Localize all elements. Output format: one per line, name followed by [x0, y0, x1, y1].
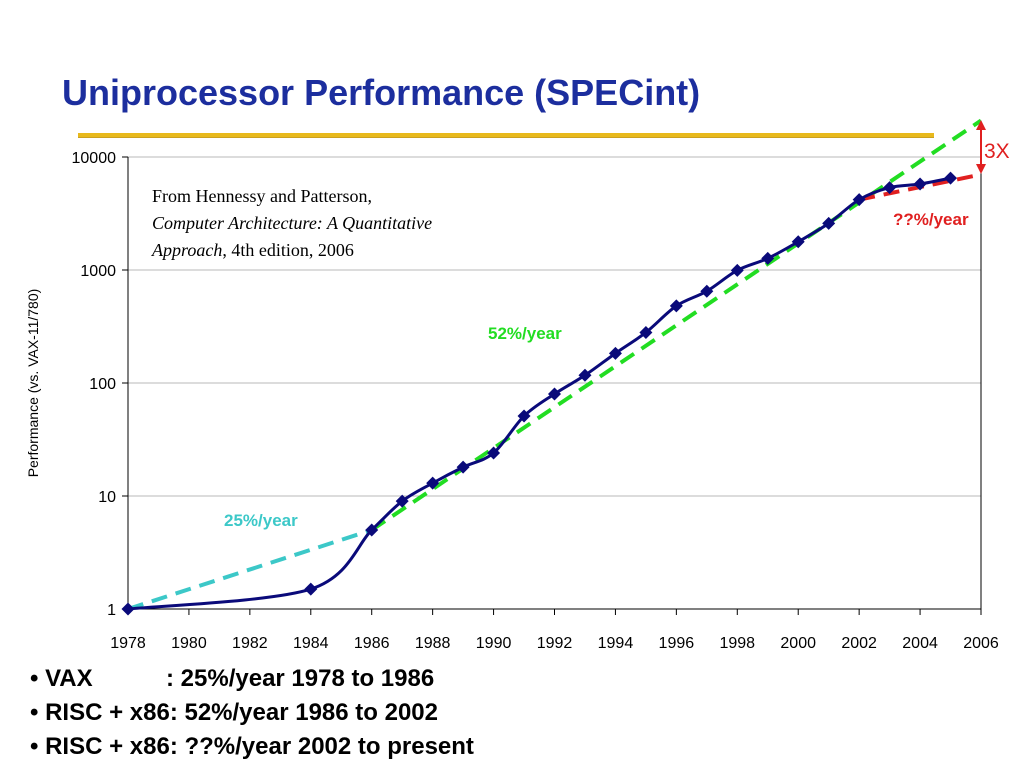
x-tick-label-1986: 1986	[354, 635, 390, 652]
vax-trend-line	[127, 528, 373, 611]
data-point-1995	[639, 325, 653, 339]
data-point-1992	[548, 387, 561, 401]
risc-trend-line	[370, 118, 983, 532]
risc-rate-label: 52%/year	[488, 324, 562, 343]
x-tick-label-2002: 2002	[841, 635, 877, 652]
source-note-line3: Approach, 4th edition, 2006	[151, 240, 354, 260]
bullet-risc-52-text: : 52%/year 1986 to 2002	[169, 699, 438, 726]
y-tick-label-1000: 1000	[80, 263, 116, 280]
y-tick-label-10000: 10000	[72, 150, 117, 167]
bullet-risc-52-label: RISC + x86	[45, 699, 170, 726]
data-point-1988	[426, 476, 440, 490]
x-tick-label-1988: 1988	[415, 635, 451, 652]
y-axis-label: Performance (vs. VAX-11/780)	[25, 289, 41, 478]
x-tick-label-1978: 1978	[110, 635, 146, 652]
title-divider	[78, 133, 934, 138]
x-tick-label-1996: 1996	[659, 635, 695, 652]
data-point-2000	[791, 235, 805, 249]
bullet-vax: • VAX : 25%/year 1978 to 1986	[30, 665, 435, 692]
slide-title: Uniprocessor Performance (SPECint)	[62, 72, 701, 113]
x-tick-label-1992: 1992	[537, 635, 573, 652]
vax-rate-label: 25%/year	[224, 511, 298, 530]
summary-bullets: • VAX : 25%/year 1978 to 1986 • RISC + x…	[30, 662, 474, 764]
x-tick-label-2000: 2000	[780, 635, 816, 652]
data-point-1998	[730, 263, 744, 277]
data-point-1984	[304, 582, 318, 596]
x-tick-label-1982: 1982	[232, 635, 268, 652]
gap-marker: 3X	[976, 120, 1010, 174]
y-tick-label-1: 1	[107, 602, 116, 619]
performance-series	[121, 171, 958, 616]
data-point-1978	[121, 602, 135, 616]
data-point-1991	[517, 409, 531, 423]
source-note-line2: Computer Architecture: A Quantitative	[152, 213, 432, 233]
chart-axes	[122, 156, 982, 615]
gap-arrow-up-icon	[976, 120, 986, 130]
data-point-2005	[944, 171, 958, 185]
bullet-risc-recent-text: : ??%/year 2002 to present	[169, 733, 474, 760]
data-point-1993	[578, 368, 592, 382]
data-point-1997	[700, 284, 714, 298]
x-tick-label-2006: 2006	[963, 635, 999, 652]
data-point-2004	[913, 177, 927, 191]
x-tick-label-1990: 1990	[476, 635, 512, 652]
bullet-risc-recent-label: RISC + x86	[45, 733, 170, 760]
data-point-1999	[761, 251, 775, 265]
data-point-1986	[365, 523, 379, 537]
source-note-book-title: Approach	[151, 240, 222, 260]
gap-label: 3X	[984, 140, 1010, 163]
y-tick-label-100: 100	[89, 376, 116, 393]
x-tick-label-1994: 1994	[598, 635, 634, 652]
y-tick-label-10: 10	[98, 489, 116, 506]
x-tick-label-1984: 1984	[293, 635, 329, 652]
data-point-1987	[395, 494, 409, 508]
data-point-1989	[456, 460, 470, 474]
bullet-risc-52: • RISC + x86: 52%/year 1986 to 2002	[30, 699, 438, 726]
data-point-2003	[883, 181, 897, 195]
bullet-vax-label: VAX	[45, 665, 93, 692]
bullet-vax-text: : 25%/year 1978 to 1986	[166, 665, 435, 692]
source-note-line1: From Hennessy and Patterson,	[152, 186, 372, 206]
x-tick-label-1998: 1998	[719, 635, 755, 652]
x-tick-label-2004: 2004	[902, 635, 938, 652]
data-point-1990	[487, 446, 501, 460]
source-note-edition: , 4th edition, 2006	[222, 240, 354, 260]
gap-arrow-down-icon	[976, 164, 986, 174]
bullet-vax-spacer	[93, 665, 166, 692]
bullet-risc-recent: • RISC + x86: ??%/year 2002 to present	[30, 733, 474, 760]
tick-labels: 1 10 100 1000 10000 1978 1980 1982 1984 1986 1988 1…	[72, 150, 999, 652]
data-point-2002	[852, 193, 866, 207]
recent-rate-label: ??%/year	[893, 210, 969, 229]
grid-lines	[128, 156, 981, 497]
performance-chart: 1 10 100 1000 10000 1978 1980 1982 1984 1986 1988 1…	[25, 118, 1010, 652]
data-point-1996	[669, 299, 683, 313]
data-point-2001	[822, 216, 836, 230]
x-tick-label-1980: 1980	[171, 635, 207, 652]
data-point-1994	[608, 346, 622, 360]
